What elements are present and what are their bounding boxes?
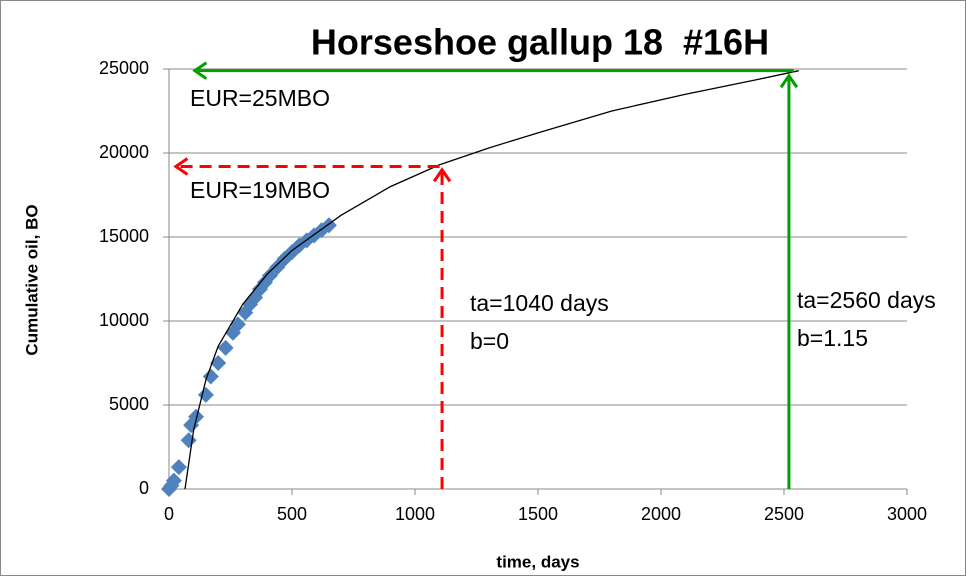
- y-tick-label: 25000: [99, 58, 149, 78]
- y-tick-label: 20000: [99, 142, 149, 162]
- y-tick-label: 15000: [99, 226, 149, 246]
- arrow-head: [192, 61, 208, 80]
- y-tick-label: 0: [139, 478, 149, 498]
- data-point: [165, 472, 182, 489]
- annotation: EUR=19MBO: [190, 177, 330, 203]
- annotation: b=0: [470, 328, 509, 354]
- arrow-head: [779, 73, 799, 89]
- data-point: [170, 459, 187, 476]
- annotation: b=1.15: [797, 325, 868, 351]
- x-tick-label: 1500: [518, 504, 558, 524]
- annotation: ta=1040 days: [470, 290, 609, 316]
- annotation: ta=2560 days: [797, 287, 936, 313]
- arrow-head: [432, 167, 452, 183]
- x-tick-label: 500: [277, 504, 307, 524]
- annotation: EUR=25MBO: [190, 85, 330, 111]
- fit-curve: [184, 70, 799, 490]
- y-tick-label: 5000: [109, 394, 149, 414]
- x-tick-label: 3000: [887, 504, 927, 524]
- y-axis-title: Cumulative oil, BO: [22, 204, 41, 355]
- data-point: [202, 368, 219, 385]
- chart-title: Horseshoe gallup 18 #16H: [311, 22, 769, 63]
- data-point: [188, 408, 205, 425]
- x-axis-title: time, days: [496, 552, 579, 571]
- x-tick-label: 0: [164, 504, 174, 524]
- data-point: [217, 339, 234, 356]
- arrow-head: [173, 157, 189, 176]
- y-tick-label: 10000: [99, 310, 149, 330]
- x-tick-label: 1000: [395, 504, 435, 524]
- x-tick-label: 2500: [764, 504, 804, 524]
- x-tick-label: 2000: [641, 504, 681, 524]
